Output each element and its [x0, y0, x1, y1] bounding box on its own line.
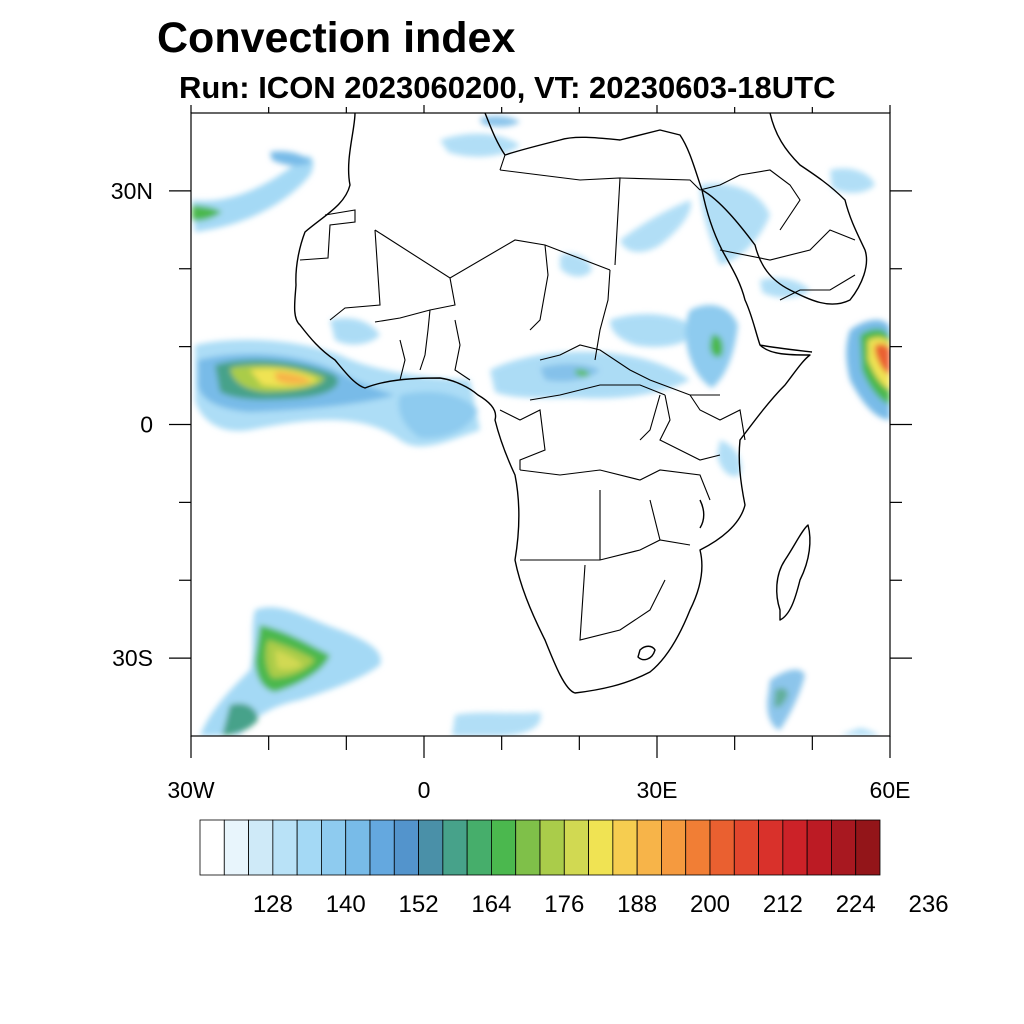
- x-tick-label: 30E: [637, 777, 678, 803]
- y-tick-label: 0: [140, 412, 153, 438]
- colorbar-label: 164: [471, 891, 511, 918]
- chart-title: Convection index: [157, 14, 516, 62]
- colorbar-swatch: [612, 819, 638, 876]
- colorbar-swatch: [296, 819, 322, 876]
- colorbar-swatch: [248, 819, 274, 876]
- colorbar-swatch: [758, 819, 784, 876]
- colorbar-swatch: [393, 819, 419, 876]
- x-tick-label: 60E: [870, 777, 911, 803]
- colorbar-swatch: [369, 819, 395, 876]
- colorbar-swatch: [491, 819, 517, 876]
- colorbar-swatch: [563, 819, 589, 876]
- colorbar-swatch: [321, 819, 347, 876]
- colorbar-swatch: [661, 819, 687, 876]
- colorbar-labels: 128 140 152 164 176 188 200 212 224 236: [253, 891, 949, 918]
- colorbar-swatch: [466, 819, 492, 876]
- scattered-convection: [440, 115, 880, 736]
- colorbar-swatch: [539, 819, 565, 876]
- colorbar-swatch: [588, 819, 614, 876]
- colorbar-swatch: [831, 819, 857, 876]
- itcz-convection: [195, 339, 480, 447]
- ethiopia-convection: [685, 305, 738, 388]
- y-tick-label: 30S: [112, 645, 153, 671]
- colorbar-swatch: [733, 819, 759, 876]
- axis-ticks: [169, 105, 912, 758]
- south-atlantic-convection: [200, 607, 381, 736]
- colorbar-swatch: [345, 819, 371, 876]
- colorbar-swatch: [636, 819, 662, 876]
- colorbar-label: 200: [690, 891, 730, 918]
- colorbar-label: 152: [399, 891, 439, 918]
- colorbar-swatch: [782, 819, 808, 876]
- colorbar-swatch: [515, 819, 541, 876]
- colorbar-swatch: [442, 819, 468, 876]
- country-borders: [299, 154, 856, 641]
- colorbar-swatch: [709, 819, 735, 876]
- y-tick-label: 30N: [111, 178, 153, 204]
- colorbar-label: 224: [836, 891, 876, 918]
- colorbar-label: 188: [617, 891, 657, 918]
- axis-tick-labels: 30W 0 30E 60E 30N 0 30S: [111, 178, 911, 803]
- colorbar-swatch: [272, 819, 298, 876]
- coastlines: [293, 113, 868, 694]
- chart-subtitle: Run: ICON 2023060200, VT: 20230603-18UTC: [179, 70, 836, 105]
- convection-field: [192, 113, 890, 736]
- colorbar-swatch: [223, 819, 249, 876]
- colorbar-label: 212: [763, 891, 803, 918]
- arabian-sea-convection: [846, 319, 890, 420]
- colorbar-label: 176: [544, 891, 584, 918]
- colorbar-label: 236: [909, 891, 949, 918]
- central-africa-convection: [330, 314, 700, 399]
- colorbar-swatch: [418, 819, 444, 876]
- colorbar-swatch: [199, 819, 225, 876]
- colorbar-swatch: [806, 819, 832, 876]
- colorbar-label: 128: [253, 891, 293, 918]
- colorbar-swatch: [855, 819, 881, 876]
- colorbar-label: 140: [326, 891, 366, 918]
- colorbar: [199, 819, 881, 876]
- northeast-atlantic-convection: [192, 151, 314, 232]
- x-tick-label: 0: [418, 777, 431, 803]
- colorbar-swatch: [685, 819, 711, 876]
- x-tick-label: 30W: [167, 777, 215, 803]
